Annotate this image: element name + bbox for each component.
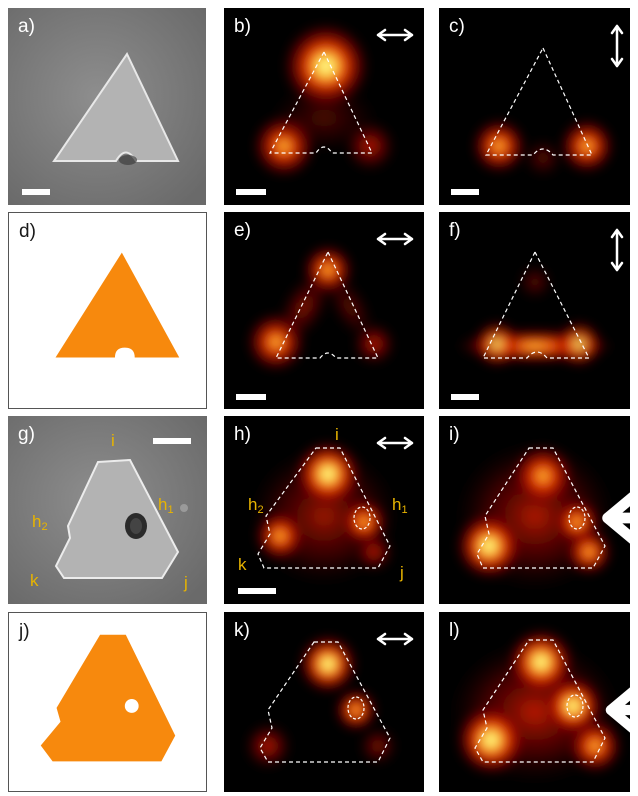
panel-c-heatmap: c) (439, 8, 630, 205)
panel-k-heatmap: k) (224, 612, 424, 792)
scale-bar (236, 394, 266, 400)
panel-label: b) (234, 16, 251, 37)
corner-label-h2-letter: h (32, 512, 42, 531)
horizontal-double-arrow-icon (376, 232, 414, 246)
corner-label-h1-sub: 1 (167, 504, 174, 516)
panel-g-sem-image: g) i h1 h2 k j (8, 416, 207, 604)
panel-f-heatmap: f) (439, 212, 630, 409)
corner-label-k: k (238, 555, 247, 574)
corner-label-i: i (335, 425, 339, 444)
panel-label: h) (234, 424, 251, 445)
scale-bar (451, 189, 479, 195)
horizontal-double-arrow-icon (376, 436, 414, 450)
panel-a-sem-image: a) (8, 8, 206, 205)
panel-label: d) (19, 221, 36, 242)
corner-label-h1-letter: h (392, 495, 402, 514)
scale-bar (451, 394, 479, 400)
panel-b-heatmap: b) (224, 8, 424, 205)
corner-label-h2: h2 (248, 496, 264, 516)
scale-bar (153, 438, 191, 444)
panel-e-heatmap: e) (224, 212, 424, 409)
panel-i-heatmap: i) (439, 416, 630, 604)
corner-label-h2-letter: h (248, 495, 258, 514)
panel-label: f) (449, 220, 461, 241)
corner-label-h1: h1 (392, 496, 408, 516)
corner-label-j: j (184, 573, 188, 592)
vertical-double-arrow-icon (610, 24, 624, 68)
panel-d-model: d) (8, 212, 207, 409)
panel-label: c) (449, 16, 465, 37)
corner-label-i: i (111, 431, 115, 450)
corner-label-k: k (30, 571, 39, 590)
vertical-double-arrow-icon (610, 228, 624, 272)
scale-bar (238, 588, 276, 594)
corner-label-j: j (400, 563, 404, 582)
corner-label-h1: h1 (158, 496, 174, 516)
horizontal-double-arrow-icon (376, 28, 414, 42)
panel-label: e) (234, 220, 251, 241)
panel-label: j) (19, 621, 30, 642)
panel-label: k) (234, 620, 250, 641)
panel-h-heatmap: h) i h1 h2 k j (224, 416, 424, 604)
scale-bar (236, 189, 266, 195)
panel-l-heatmap: l) (439, 612, 630, 792)
panel-label: i) (449, 424, 460, 445)
panel-label: a) (18, 16, 35, 37)
corner-label-h1-letter: h (158, 495, 168, 514)
panel-label: l) (449, 620, 460, 641)
cross-arrows-icon (602, 492, 630, 544)
corner-label-h1-sub: 1 (401, 504, 408, 516)
panel-label: g) (18, 424, 35, 445)
scale-bar (22, 189, 50, 195)
cross-arrows-icon (605, 687, 630, 733)
corner-label-h2-sub: 2 (257, 504, 264, 516)
corner-label-h2-sub: 2 (41, 521, 48, 533)
horizontal-double-arrow-icon (376, 632, 414, 646)
panel-j-model: j) (8, 612, 207, 792)
corner-label-h2: h2 (32, 513, 48, 533)
